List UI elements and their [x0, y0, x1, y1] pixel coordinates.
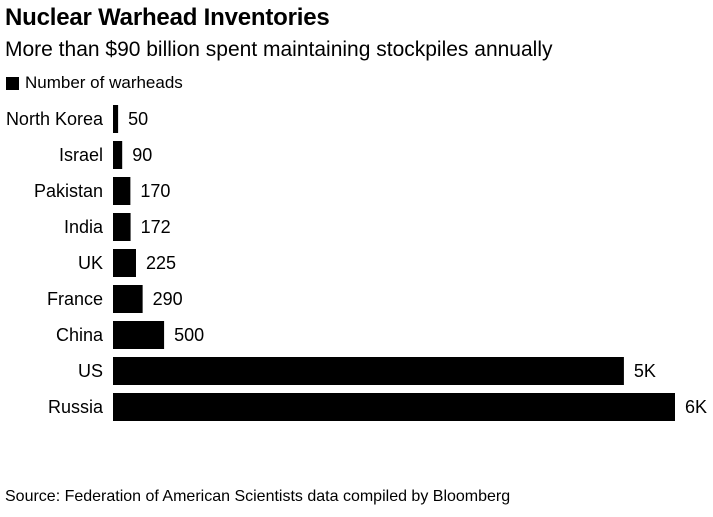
category-label-india: India: [64, 217, 104, 237]
bar-israel: [113, 141, 123, 169]
category-label-france: France: [47, 289, 103, 309]
value-label-us: 5K: [634, 361, 656, 381]
bar-chart: North Korea 50 Israel 90 Pakistan 170 India 172…: [6, 105, 707, 421]
value-label-israel: 90: [132, 145, 152, 165]
legend-label: Number of warheads: [25, 73, 183, 92]
bar-russia: [113, 393, 675, 421]
chart-subtitle: More than $90 billion spent maintaining …: [5, 38, 553, 61]
category-label-us: US: [78, 361, 103, 381]
category-label-pakistan: Pakistan: [34, 181, 103, 201]
category-label-israel: Israel: [59, 145, 103, 165]
category-label-russia: Russia: [48, 397, 104, 417]
source-note: Source: Federation of American Scientist…: [5, 488, 511, 505]
bar-france: [113, 285, 143, 313]
value-label-russia: 6K: [685, 397, 707, 417]
value-label-india: 172: [141, 217, 171, 237]
category-label-uk: UK: [78, 253, 103, 273]
value-label-north-korea: 50: [128, 109, 148, 129]
category-label-china: China: [56, 325, 104, 345]
value-label-pakistan: 170: [140, 181, 170, 201]
bar-uk: [113, 249, 136, 277]
value-label-uk: 225: [146, 253, 176, 273]
category-label-north-korea: North Korea: [6, 109, 104, 129]
legend: Number of warheads: [6, 73, 183, 93]
value-label-france: 290: [153, 289, 183, 309]
bar-china: [113, 321, 165, 349]
legend-swatch: [6, 76, 19, 90]
chart-title: Nuclear Warhead Inventories: [5, 4, 330, 31]
bar-pakistan: [113, 177, 131, 205]
bar-us: [113, 357, 624, 385]
value-label-china: 500: [174, 325, 204, 345]
bar-india: [113, 213, 131, 241]
bar-north-korea: [113, 105, 119, 133]
